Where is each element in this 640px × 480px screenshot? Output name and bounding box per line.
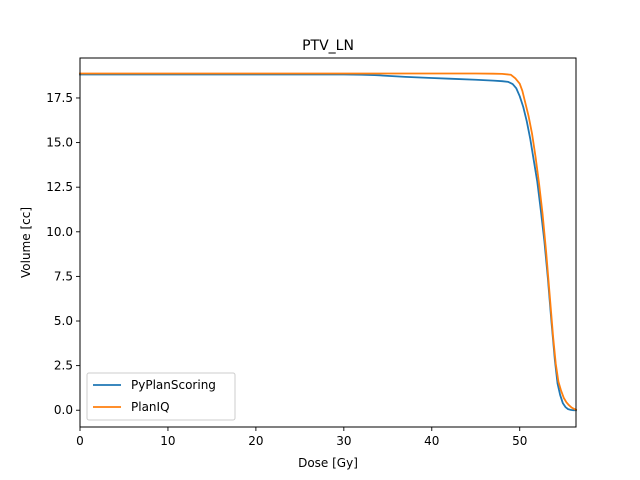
y-axis-label: Volume [cc] — [19, 207, 33, 278]
plot-area — [80, 58, 576, 427]
legend: PyPlanScoring PlanIQ — [86, 372, 236, 421]
y-tick-label: 15.0 — [46, 136, 73, 150]
y-tick-label: 0.0 — [54, 403, 73, 417]
y-tick-label: 17.5 — [46, 91, 73, 105]
x-axis-ticks: 0 10 20 30 40 50 — [76, 427, 527, 448]
legend-frame — [86, 372, 236, 421]
series-lines — [79, 72, 578, 412]
y-tick-label: 12.5 — [46, 180, 73, 194]
x-axis-label: Dose [Gy] — [298, 456, 358, 470]
y-axis-ticks: 0.0 2.5 5.0 7.5 10.0 12.5 15.0 17.5 — [46, 91, 80, 417]
x-tick-label: 50 — [512, 434, 527, 448]
y-tick-label: 2.5 — [54, 359, 73, 373]
x-tick-label: 10 — [160, 434, 175, 448]
x-tick-label: 30 — [336, 434, 351, 448]
x-tick-label: 40 — [424, 434, 439, 448]
plot-frame — [79, 57, 577, 428]
y-tick-label: 10.0 — [46, 225, 73, 239]
series-line-pyplanscoring — [79, 73, 577, 412]
legend-label-pyplanscoring: PyPlanScoring — [131, 378, 216, 392]
chart-title: PTV_LN — [302, 38, 354, 54]
x-tick-label: 20 — [248, 434, 263, 448]
series-line-planiq — [79, 72, 578, 411]
legend-label-planiq: PlanIQ — [131, 400, 170, 414]
x-tick-label: 0 — [76, 434, 84, 448]
y-tick-label: 7.5 — [54, 269, 73, 283]
y-tick-label: 5.0 — [54, 314, 73, 328]
